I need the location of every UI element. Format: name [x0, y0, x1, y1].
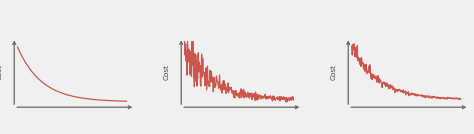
- Text: Cost: Cost: [0, 64, 3, 80]
- Text: Cost: Cost: [331, 64, 337, 80]
- Text: Cost: Cost: [164, 64, 170, 80]
